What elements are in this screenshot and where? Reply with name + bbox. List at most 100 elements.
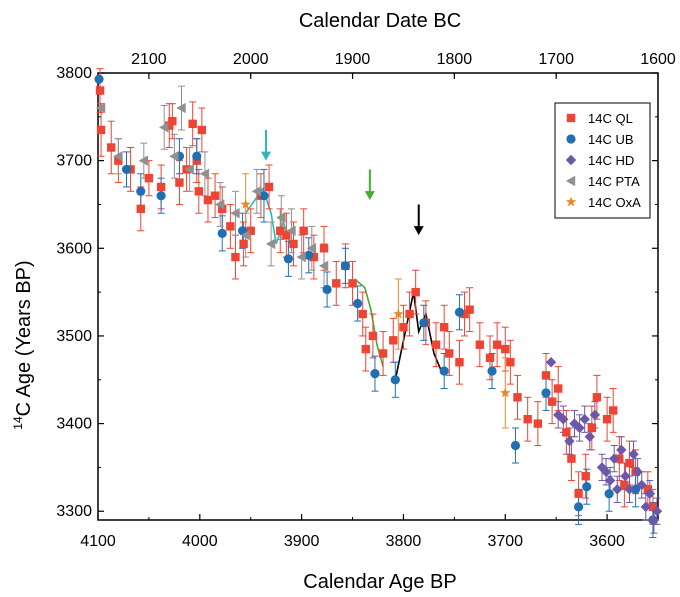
point-14c-ql (175, 178, 184, 187)
point-14c-ql (264, 182, 274, 192)
point-14c-pta (113, 151, 123, 162)
point-14c-ub (217, 228, 227, 238)
point-14c-pta (240, 229, 250, 241)
point-14c-hd (620, 470, 631, 482)
point-14c-ql (523, 415, 532, 424)
legend-marker (565, 154, 577, 166)
y-tick-label: 3500 (56, 328, 92, 345)
axes-frame (97, 72, 659, 521)
point-14c-ub (259, 191, 269, 201)
point-14c-hd (616, 444, 627, 456)
point-14c-ql (592, 393, 602, 402)
point-14c-ql (319, 244, 329, 253)
point-14c-ql (165, 121, 174, 130)
point-14c-ql (332, 279, 341, 288)
point-14c-ub (370, 369, 380, 379)
point-14c-hd (558, 414, 569, 425)
point-14c-hd (624, 484, 635, 495)
x2-tick-label: 1700 (538, 51, 574, 68)
point-14c-ql (168, 117, 177, 126)
point-14c-ql (455, 358, 464, 367)
annotation-arrowhead (413, 226, 424, 236)
point-14c-hd (579, 414, 590, 425)
x-tick-label: 3800 (386, 533, 422, 550)
point-14c-ql (439, 322, 449, 332)
point-14c-ub (304, 250, 314, 260)
legend-label: 14C PTA (588, 174, 640, 189)
point-14c-pta (318, 260, 329, 272)
point-14c-ql (368, 331, 378, 341)
x-tick-label: 4100 (80, 533, 116, 550)
point-14c-ub (94, 74, 104, 84)
point-14c-hd (632, 466, 643, 477)
y-tick-label: 3800 (56, 65, 92, 82)
point-14c-ql (378, 349, 388, 358)
point-14c-ql (348, 279, 357, 288)
point-14c-ub (454, 307, 465, 317)
point-14c-ql (276, 226, 285, 235)
point-14c-ql (156, 182, 166, 192)
point-14c-pta (214, 199, 225, 210)
point-14c-ub (487, 366, 497, 376)
point-14c-ql (389, 336, 398, 345)
point-14c-pta (276, 212, 286, 223)
y-title-main: C Age (Years BP) (13, 260, 35, 416)
point-14c-ql (399, 322, 408, 332)
point-14c-ql (289, 239, 298, 249)
point-14c-ql (562, 428, 571, 437)
point-14c-ql (485, 353, 495, 363)
x2-tick-label: 1600 (640, 51, 676, 68)
point-14c-ql (465, 305, 474, 314)
point-14c-pta (169, 151, 179, 162)
point-14c-ql (114, 156, 123, 165)
point-14c-hd (609, 453, 620, 464)
annotation-arrowhead (261, 151, 271, 161)
point-14c-pta (138, 155, 149, 166)
point-14c-oxa (500, 387, 511, 398)
point-14c-pta (176, 102, 186, 114)
y-tick-label: 3600 (56, 240, 92, 257)
x-tick-label: 3600 (589, 533, 625, 550)
point-14c-ql (541, 371, 551, 380)
point-14c-hd (589, 409, 601, 421)
point-14c-ql (431, 340, 441, 349)
point-14c-ql (533, 419, 543, 428)
y-title-superscript: 14 (11, 416, 25, 430)
point-14c-hd (584, 431, 595, 442)
y-tick-label: 3300 (56, 503, 92, 520)
point-14c-ql (361, 344, 370, 354)
point-14c-ql (405, 309, 414, 319)
point-14c-ql (203, 195, 213, 205)
point-14c-hd (545, 357, 557, 368)
point-14c-ub (390, 375, 400, 385)
point-14c-ub (631, 484, 641, 494)
point-14c-ql (188, 119, 197, 129)
annotation-arrows (261, 129, 424, 236)
point-14c-hd (569, 418, 580, 429)
point-14c-hd (651, 506, 663, 517)
point-14c-ub (510, 440, 521, 451)
point-14c-ql (625, 458, 634, 468)
point-14c-ub (340, 261, 351, 271)
point-14c-pta (286, 225, 296, 236)
point-14c-ql (574, 489, 583, 498)
point-14c-ub (582, 482, 592, 492)
point-14c-ql (643, 485, 653, 494)
point-14c-ql (602, 415, 612, 424)
legend-label: 14C OxA (588, 195, 641, 210)
point-14c-ub (136, 186, 146, 196)
point-14c-ub (573, 502, 584, 512)
x-tick-label: 3900 (284, 533, 320, 550)
point-14c-ql (567, 454, 576, 463)
point-14c-hd (574, 422, 585, 434)
point-14c-ql (95, 86, 105, 95)
point-14c-ub (419, 318, 429, 328)
point-14c-ub (353, 298, 363, 309)
point-14c-ql (107, 143, 116, 152)
point-14c-ql (282, 230, 291, 240)
y-tick-label: 3400 (56, 416, 92, 433)
point-14c-hd (612, 484, 623, 495)
point-14c-ub (439, 366, 449, 376)
